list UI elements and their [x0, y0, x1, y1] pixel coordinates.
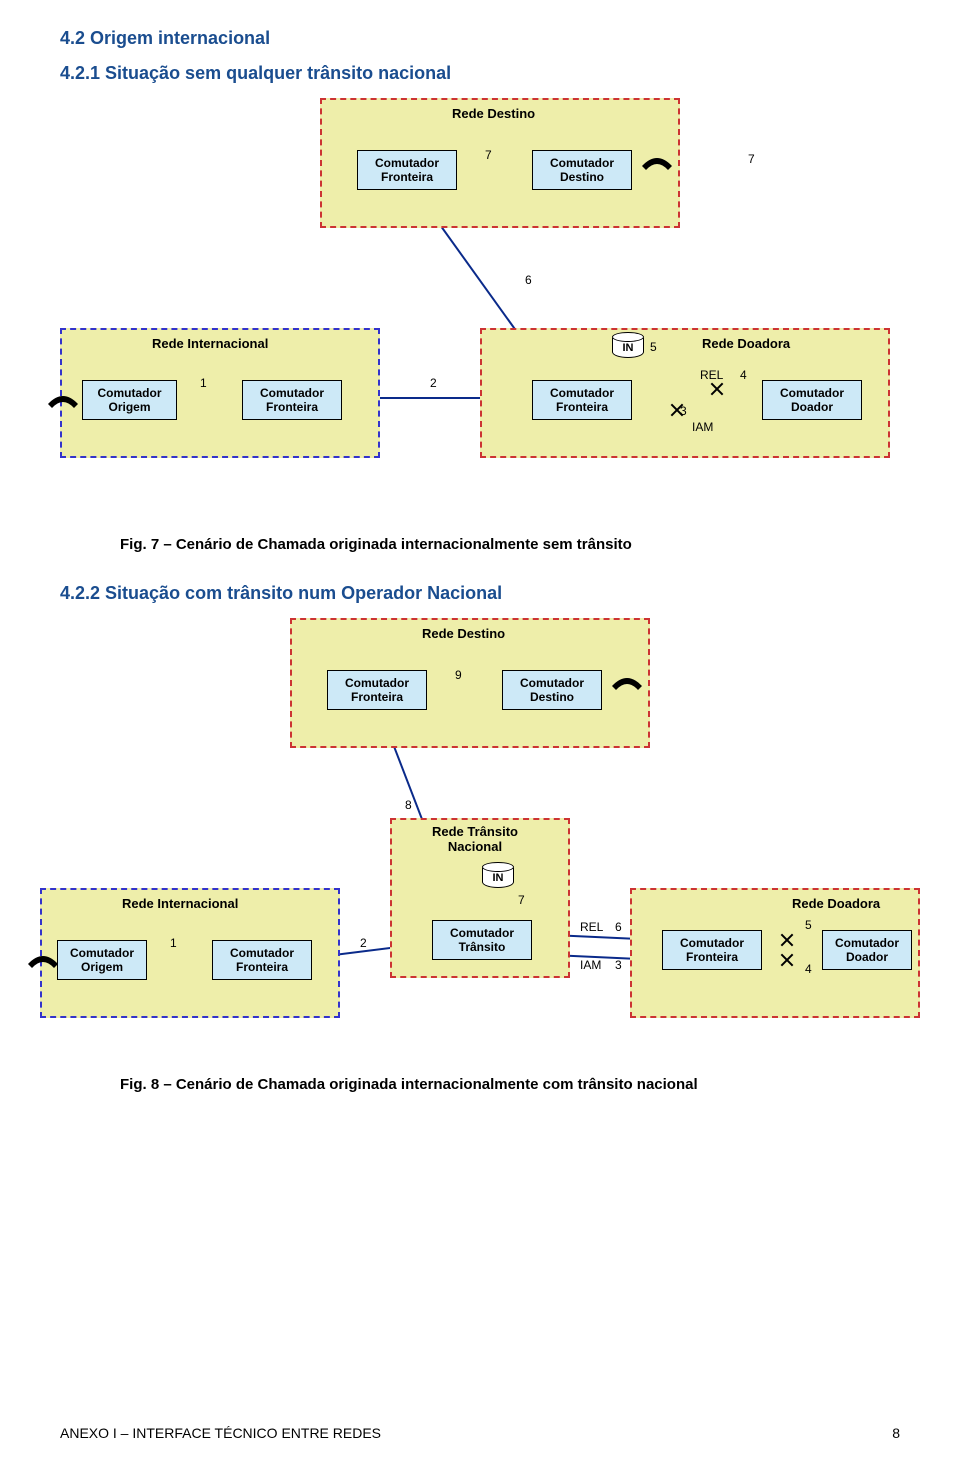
network-internacional-title: Rede Internacional — [152, 336, 268, 351]
network-internacional-2: Rede Internacional Comutador Origem Comu… — [40, 888, 340, 1018]
edge-label-7: 7 — [748, 152, 755, 166]
network-destino-2-title: Rede Destino — [422, 626, 505, 641]
database-in: IN — [612, 332, 644, 362]
cross-mark-4 — [780, 953, 794, 967]
node-comutador-fronteira-destino-2: Comutador Fronteira — [327, 670, 427, 710]
edge-num-4-2: 4 — [805, 962, 812, 976]
network-destino: Rede Destino Comutador Fronteira Comutad… — [320, 98, 680, 228]
node-comutador-fronteira-intl-2: Comutador Fronteira — [212, 940, 312, 980]
cross-mark-iam — [670, 403, 684, 417]
edge-num-6: 6 — [525, 273, 532, 287]
figure-8-diagram: Rede Destino Comutador Fronteira Comutad… — [60, 618, 900, 1058]
node-comutador-doador-2: Comutador Doador — [822, 930, 912, 970]
phone-icon-origem — [46, 386, 80, 410]
node-comutador-destino-2: Comutador Destino — [502, 670, 602, 710]
figure-7-caption: Fig. 7 – Cenário de Chamada originada in… — [120, 536, 900, 553]
cross-mark-rel — [710, 382, 724, 396]
footer-page-number: 8 — [892, 1425, 900, 1441]
section-heading-4-2-1: 4.2.1 Situação sem qualquer trânsito nac… — [60, 63, 900, 84]
edge-label-rel-2: REL — [580, 920, 603, 934]
cross-mark-5 — [780, 933, 794, 947]
edge-num-6-2: 6 — [615, 920, 622, 934]
network-destino-2: Rede Destino Comutador Fronteira Comutad… — [290, 618, 650, 748]
network-doadora-2: Rede Doadora Comutador Fronteira Comutad… — [630, 888, 920, 1018]
node-comutador-origem-2: Comutador Origem — [57, 940, 147, 980]
network-internacional-2-title: Rede Internacional — [122, 896, 238, 911]
phone-icon-destino-2 — [610, 668, 644, 692]
network-internacional: Rede Internacional Comutador Origem Comu… — [60, 328, 380, 458]
network-transito: Rede Trânsito Nacional IN Comutador Trân… — [390, 818, 570, 978]
node-comutador-doador: Comutador Doador — [762, 380, 862, 420]
database-in-2-label: IN — [482, 872, 514, 884]
node-comutador-fronteira-intl: Comutador Fronteira — [242, 380, 342, 420]
edge-num-2-2: 2 — [360, 936, 367, 950]
edge-num-1-2: 1 — [170, 936, 177, 950]
section-heading-4-2: 4.2 Origem internacional — [60, 28, 900, 49]
edge-num-7-2: 7 — [518, 893, 525, 907]
edge-label-iam: IAM — [692, 420, 713, 434]
edge-num-4: 4 — [740, 368, 747, 382]
edge-num-9: 9 — [455, 668, 462, 682]
node-comutador-fronteira-destino: Comutador Fronteira — [357, 150, 457, 190]
network-doadora-2-title: Rede Doadora — [792, 896, 880, 911]
network-doadora: Rede Doadora IN Comutador Fronteira Comu… — [480, 328, 890, 458]
node-comutador-transito: Comutador Trânsito — [432, 920, 532, 960]
edge-label-iam-2: IAM — [580, 958, 601, 972]
edge-num-5-2: 5 — [805, 918, 812, 932]
edge-num-1: 1 — [200, 376, 207, 390]
phone-icon-origem-2 — [26, 946, 60, 970]
edge-num-3-2: 3 — [615, 958, 622, 972]
database-in-label: IN — [612, 342, 644, 354]
phone-icon-destino — [640, 148, 674, 172]
footer-left: ANEXO I – INTERFACE TÉCNICO ENTRE REDES — [60, 1425, 381, 1441]
network-transito-title: Rede Trânsito Nacional — [432, 824, 518, 854]
edge-num-7: 7 — [485, 148, 492, 162]
edge-label-rel: REL — [700, 368, 723, 382]
figure-8-caption: Fig. 8 – Cenário de Chamada originada in… — [120, 1076, 900, 1093]
network-doadora-title: Rede Doadora — [702, 336, 790, 351]
network-destino-title: Rede Destino — [452, 106, 535, 121]
section-heading-4-2-2: 4.2.2 Situação com trânsito num Operador… — [60, 583, 900, 604]
page-footer: ANEXO I – INTERFACE TÉCNICO ENTRE REDES … — [60, 1425, 900, 1441]
edge-num-8: 8 — [405, 798, 412, 812]
edge-num-2: 2 — [430, 376, 437, 390]
node-comutador-fronteira-doadora: Comutador Fronteira — [532, 380, 632, 420]
node-comutador-fronteira-doadora-2: Comutador Fronteira — [662, 930, 762, 970]
node-comutador-destino: Comutador Destino — [532, 150, 632, 190]
figure-7-diagram: Rede Destino Comutador Fronteira Comutad… — [60, 98, 900, 518]
database-in-2: IN — [482, 862, 514, 892]
node-comutador-origem: Comutador Origem — [82, 380, 177, 420]
edge-num-5: 5 — [650, 340, 657, 354]
